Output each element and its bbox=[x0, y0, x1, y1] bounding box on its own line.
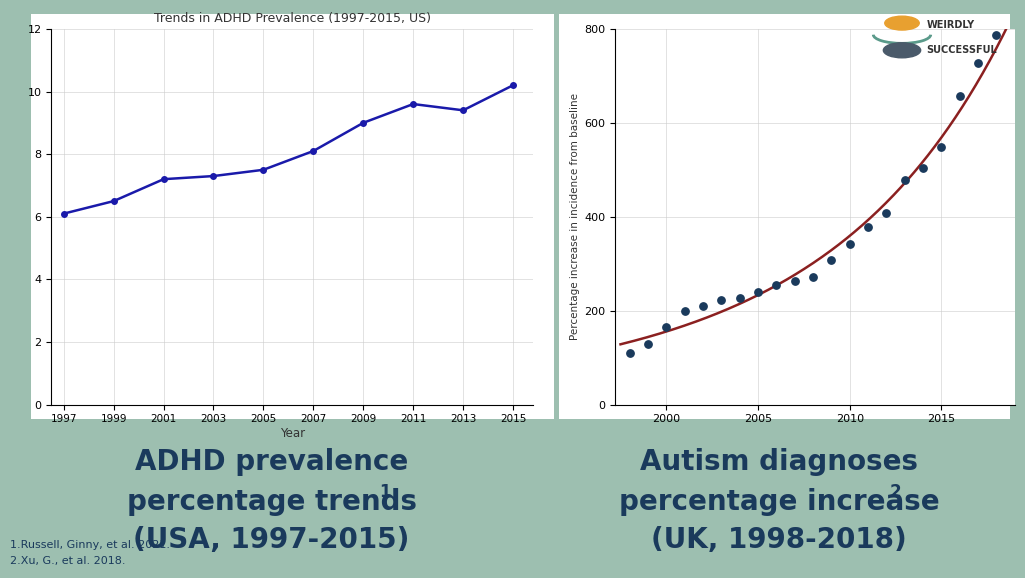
Point bbox=[676, 306, 693, 315]
Text: 1: 1 bbox=[379, 483, 391, 501]
Point bbox=[897, 176, 913, 185]
Text: 2.Xu, G., et al. 2018.: 2.Xu, G., et al. 2018. bbox=[10, 556, 126, 566]
Point bbox=[805, 272, 821, 281]
Point bbox=[988, 30, 1004, 39]
Point bbox=[786, 276, 803, 286]
Point bbox=[640, 340, 656, 349]
Circle shape bbox=[884, 43, 920, 58]
Point bbox=[915, 164, 932, 173]
Text: 2: 2 bbox=[890, 483, 901, 501]
Text: 1.Russell, Ginny, et al. 2021.: 1.Russell, Ginny, et al. 2021. bbox=[10, 540, 170, 550]
Point bbox=[933, 143, 949, 152]
Text: (USA, 1997-2015): (USA, 1997-2015) bbox=[133, 526, 410, 554]
Circle shape bbox=[885, 16, 919, 30]
Text: SUCCESSFUL: SUCCESSFUL bbox=[927, 45, 997, 55]
Text: percentage trends: percentage trends bbox=[127, 488, 416, 516]
Point bbox=[695, 301, 711, 310]
Point bbox=[823, 255, 839, 265]
Text: percentage increase: percentage increase bbox=[619, 488, 939, 516]
Point bbox=[750, 287, 767, 297]
Y-axis label: Percentage increase in incidence from baseline: Percentage increase in incidence from ba… bbox=[570, 93, 580, 340]
Point bbox=[732, 293, 748, 302]
Point bbox=[768, 280, 784, 290]
Point bbox=[878, 209, 895, 218]
Text: ADHD prevalence: ADHD prevalence bbox=[135, 448, 408, 476]
Point bbox=[658, 323, 674, 332]
Title: Trends in ADHD Prevalence (1997-2015, US): Trends in ADHD Prevalence (1997-2015, US… bbox=[154, 12, 430, 25]
Point bbox=[970, 58, 986, 67]
Text: (UK, 1998-2018): (UK, 1998-2018) bbox=[651, 526, 907, 554]
Point bbox=[951, 91, 968, 100]
Point bbox=[621, 349, 638, 358]
Text: WEIRDLY: WEIRDLY bbox=[927, 20, 975, 30]
Point bbox=[842, 239, 858, 249]
X-axis label: Year: Year bbox=[280, 427, 304, 440]
Text: Autism diagnoses: Autism diagnoses bbox=[640, 448, 918, 476]
Point bbox=[860, 223, 876, 232]
Point bbox=[713, 296, 730, 305]
